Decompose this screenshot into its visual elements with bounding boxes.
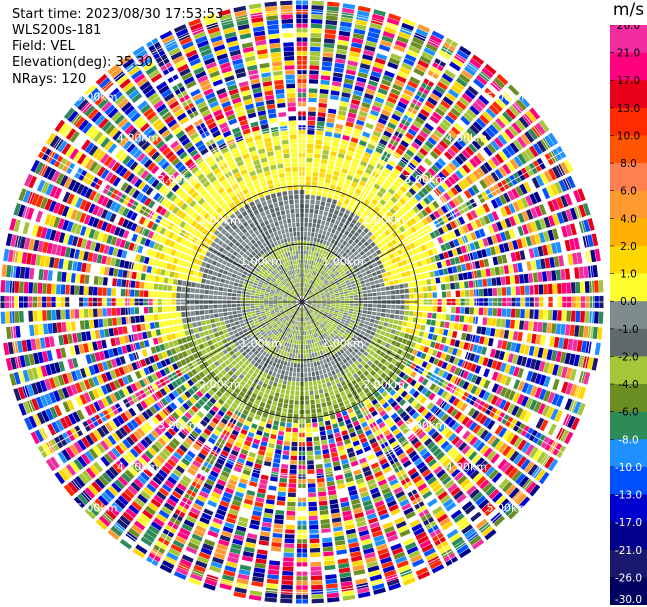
colorbar-tick-label: 2.0 (620, 241, 637, 253)
range-label: 3.00km (158, 173, 200, 186)
colorbar-tick-label: -21.0 (615, 545, 642, 557)
azimuth-lines (185, 185, 419, 419)
colorbar-segment (610, 549, 647, 578)
start-time-text: Start time: 2023/08/30 17:53:53 (12, 7, 224, 22)
nrays-text: NRays: 120 (12, 72, 87, 87)
range-label: 1.00km (322, 337, 364, 350)
colorbar-tick-label: 0.0 (620, 296, 637, 308)
colorbar-segment (610, 80, 647, 109)
colorbar: 26.0 21.0 17.0 13.0 10.0 8.0 6.0 4.0 2.0 1.0 0.0 -1… (610, 25, 647, 605)
range-label: 4.00km (446, 460, 488, 473)
colorbar-segment (610, 494, 647, 523)
velocity-bin-group (176, 190, 410, 396)
colorbar-segment (610, 328, 647, 357)
colorbar-segment (610, 25, 647, 54)
azimuth-line (201, 301, 303, 361)
instrument-name: WLS200s-181 (12, 23, 102, 38)
range-label: 4.00km (446, 132, 488, 145)
range-label: 5.00km (76, 501, 118, 514)
velocity-bin-group (6, 10, 595, 594)
colorbar-tick-label: 1.0 (620, 269, 637, 281)
colorbar-tick-label: 10.0 (617, 130, 640, 142)
range-label: 3.00km (404, 173, 446, 186)
azimuth-line (243, 201, 303, 303)
azimuth-line (301, 301, 361, 403)
colorbar-tick-label: -6.0 (618, 407, 639, 419)
colorbar-tick-label: -1.0 (618, 324, 639, 336)
colorbar-tick-label: -2.0 (618, 351, 639, 363)
colorbar-tick-label: -30.0 (615, 594, 642, 605)
colorbar-tick-label: -26.0 (615, 572, 642, 584)
colorbar-segment (610, 411, 647, 440)
range-label: 3.00km (404, 419, 446, 432)
colorbar-tick-label: 13.0 (617, 103, 640, 115)
range-label: 1.00km (240, 255, 282, 268)
colorbar-segment (610, 273, 647, 302)
velocity-bin-group (31, 1, 599, 599)
range-label: 4.00km (117, 132, 159, 145)
colorbar-segment (610, 245, 647, 275)
range-label: 2.00km (199, 378, 241, 391)
colorbar-unit: m/s (612, 0, 645, 20)
range-label: 3.00km (158, 419, 200, 432)
azimuth-line (243, 301, 303, 403)
colorbar-tick-label: 26.0 (617, 25, 640, 32)
colorbar-tick-label: -10.0 (615, 462, 642, 474)
velocity-bin-group (13, 0, 604, 601)
range-label: 1.00km (322, 255, 364, 268)
colorbar-segment (610, 301, 647, 330)
field-text: Field: VEL (12, 39, 75, 54)
colorbar-tick-label: 21.0 (617, 48, 640, 60)
range-label: 1.00km (240, 337, 282, 350)
range-label: 4.00km (117, 460, 159, 473)
colorbar-segment (610, 218, 647, 247)
colorbar-tick-label: -13.0 (615, 490, 642, 502)
colorbar-tick-label: -17.0 (615, 517, 642, 529)
range-label: 2.00km (363, 378, 405, 391)
range-label: 5.00km (76, 91, 118, 104)
range-labels: 1.00km 1.00km 1.00km 1.00km 2.00km 2.00km 2.00… (76, 91, 528, 515)
colorbar-tick-label: -4.0 (618, 379, 639, 391)
ppi-scan-display: 1.00km 1.00km 1.00km 1.00km 2.00km 2.00km 2.00… (0, 0, 604, 604)
azimuth-line (301, 243, 403, 303)
colorbar-segment (610, 135, 647, 164)
colorbar-tick-label: -8.0 (618, 434, 639, 446)
azimuth-line (301, 301, 403, 361)
colorbar-segment (610, 107, 647, 136)
colorbar-tick-label: 4.0 (620, 213, 637, 225)
colorbar-segment (610, 163, 647, 192)
azimuth-line (301, 201, 361, 303)
elevation-text: Elevation(deg): 35.30 (12, 55, 153, 70)
colorbar-segment (610, 52, 647, 81)
colorbar-segment (610, 522, 647, 551)
colorbar-segment (610, 439, 647, 468)
range-label: 2.00km (199, 214, 241, 227)
azimuth-line (201, 243, 303, 303)
colorbar-segment (610, 577, 647, 605)
range-label: 2.00km (363, 214, 405, 227)
colorbar-tick-label: 17.0 (617, 75, 640, 87)
colorbar-segment (610, 466, 647, 496)
colorbar-tick-label: 8.0 (620, 158, 637, 170)
colorbar-tick-label: 6.0 (620, 186, 637, 198)
velocity-bin-group (0, 0, 601, 594)
range-label: 5.00km (487, 501, 529, 514)
colorbar-segment (610, 384, 647, 413)
colorbar-segment (610, 190, 647, 219)
colorbar-segment (610, 356, 647, 385)
range-label: 5.00km (487, 91, 529, 104)
